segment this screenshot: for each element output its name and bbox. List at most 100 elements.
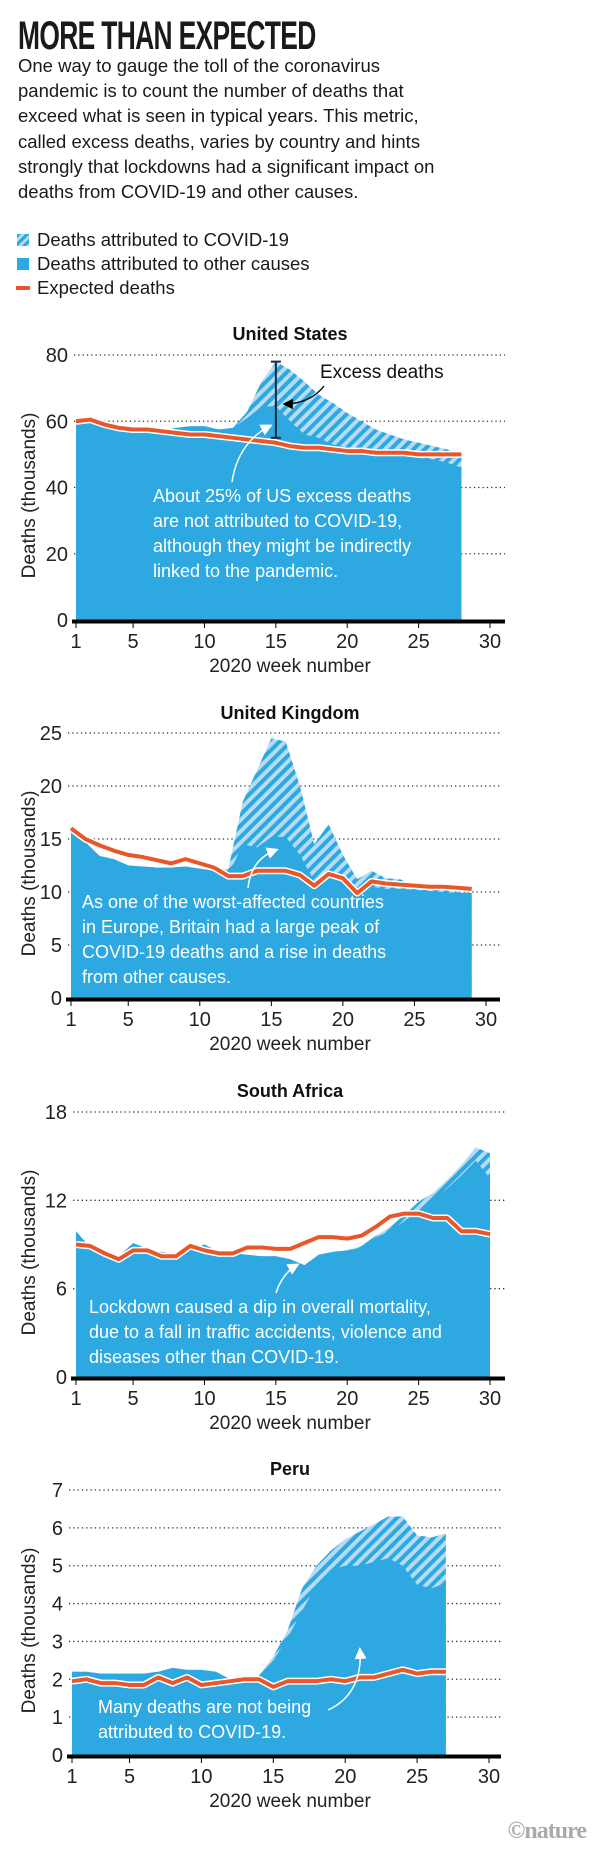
x-tick-label: 10 — [189, 1009, 211, 1031]
x-tick-label: 30 — [475, 1009, 497, 1031]
peru-annotation: Many deaths are not being attributed to … — [98, 1695, 311, 1745]
x-tick-label: 25 — [403, 1009, 425, 1031]
intro-line: deaths from COVID-19 and other causes. — [18, 181, 359, 203]
x-tick-label: 5 — [123, 1009, 134, 1031]
y-axis-title: Deaths (thousands) — [19, 791, 40, 957]
annotation-line: from other causes. — [82, 967, 232, 987]
annotation-line: in Europe, Britain had a large peak of — [82, 917, 380, 937]
other-causes-area — [76, 406, 462, 620]
x-tick-label: 15 — [265, 1388, 287, 1410]
x-tick-label: 10 — [190, 1766, 212, 1788]
x-axis-title: 2020 week number — [209, 1791, 371, 1812]
y-tick-label: 0 — [57, 610, 68, 632]
y-tick-label: 18 — [45, 1102, 67, 1124]
x-tick-label: 15 — [262, 1766, 284, 1788]
y-tick-label: 40 — [46, 478, 68, 500]
y-tick-label: 4 — [52, 1594, 63, 1616]
annotation-line: although they might be indirectly — [153, 536, 412, 556]
legend-label: Expected deaths — [37, 277, 175, 298]
legend-item-covid: Deaths attributed to COVID-19 — [17, 228, 310, 252]
x-tick-label: 10 — [193, 631, 215, 653]
y-tick-label: 0 — [56, 1367, 67, 1389]
x-axis-title: 2020 week number — [209, 656, 371, 677]
x-axis-title: 2020 week number — [209, 1413, 371, 1434]
nature-logo: ©nature — [507, 1818, 587, 1844]
arrow-icon — [247, 847, 279, 889]
arrow-icon — [275, 1263, 300, 1294]
expected-deaths-line — [75, 1211, 491, 1262]
annotation-line: About 25% of US excess deaths — [153, 486, 412, 506]
legend: Deaths attributed to COVID-19 Deaths att… — [16, 228, 310, 300]
y-tick-label: 0 — [52, 1745, 63, 1767]
x-tick-label: 1 — [70, 1388, 81, 1410]
y-tick-label: 15 — [40, 829, 62, 851]
x-tick-label: 1 — [70, 631, 81, 653]
x-tick-label: 25 — [407, 631, 429, 653]
other-causes-area — [72, 1558, 446, 1755]
page-title: MORE THAN EXPECTED — [18, 14, 316, 58]
x-tick-label: 5 — [128, 631, 139, 653]
arrow-icon — [327, 1647, 367, 1711]
y-tick-label: 20 — [46, 544, 68, 566]
y-axis-title: Deaths (thousands) — [19, 1170, 40, 1336]
chart-title: Peru — [270, 1459, 310, 1479]
x-tick-label: 30 — [479, 1388, 501, 1410]
x-tick-label: 10 — [193, 1388, 215, 1410]
intro-line: One way to gauge the toll of the coronav… — [18, 55, 380, 76]
us-annotation: About 25% of US excess deaths are not at… — [153, 484, 411, 584]
legend-label: Deaths attributed to other causes — [37, 253, 310, 274]
expected-deaths-line — [75, 417, 462, 457]
y-tick-label: 10 — [40, 882, 62, 904]
solid-swatch-icon — [17, 258, 29, 270]
x-tick-label: 20 — [336, 1388, 358, 1410]
y-tick-label: 80 — [46, 345, 68, 367]
x-tick-label: 20 — [336, 631, 358, 653]
annotation-line: are not attributed to COVID-19, — [153, 511, 403, 531]
hatch-swatch-icon — [17, 234, 29, 246]
annotation-line: Lockdown caused a dip in overall mortali… — [89, 1297, 431, 1317]
other-causes-area — [76, 1160, 490, 1377]
y-tick-label: 20 — [40, 776, 62, 798]
x-tick-label: 1 — [66, 1766, 77, 1788]
x-tick-label: 15 — [260, 1009, 282, 1031]
arrow-icon — [231, 424, 273, 483]
legend-item-other: Deaths attributed to other causes — [17, 252, 310, 276]
y-tick-label: 3 — [52, 1631, 63, 1653]
y-axis-title: Deaths (thousands) — [19, 413, 40, 579]
annotation-line: COVID-19 deaths and a rise in deaths — [82, 942, 387, 962]
intro-line: called excess deaths, varies by country … — [18, 130, 421, 152]
intro-line: exceed what is seen in typical years. Th… — [18, 105, 419, 127]
x-tick-label: 30 — [479, 631, 501, 653]
annotation-line: diseases other than COVID-19. — [89, 1347, 340, 1367]
annotation-line: As one of the worst-affected countries — [82, 892, 384, 912]
expected-deaths-line — [71, 1667, 446, 1689]
intro-line: pandemic is to count the number of death… — [18, 80, 404, 102]
x-tick-label: 20 — [332, 1009, 354, 1031]
intro-text: One way to gauge the toll of the coronav… — [18, 53, 598, 204]
y-tick-label: 6 — [56, 1279, 67, 1301]
intro-line: strongly that lockdowns had a significan… — [18, 155, 435, 177]
line-swatch-icon — [16, 286, 30, 290]
y-tick-label: 12 — [45, 1190, 67, 1212]
x-axis-title: 2020 week number — [209, 1034, 371, 1055]
y-tick-label: 25 — [40, 723, 62, 745]
chart-title: United States — [232, 324, 347, 344]
other-causes-area — [71, 831, 472, 998]
annotation-line: due to a fall in traffic accidents, viol… — [89, 1322, 442, 1342]
expected-deaths-line — [69, 826, 472, 896]
x-tick-label: 30 — [478, 1766, 500, 1788]
uk-annotation: As one of the worst-affected countries i… — [82, 890, 386, 990]
x-tick-label: 25 — [407, 1388, 429, 1410]
chart-title: United Kingdom — [221, 703, 360, 723]
y-tick-label: 5 — [52, 1556, 63, 1578]
x-tick-label: 15 — [265, 631, 287, 653]
annotation-line: attributed to COVID-19. — [98, 1722, 287, 1742]
x-tick-label: 5 — [128, 1388, 139, 1410]
sa-annotation: Lockdown caused a dip in overall mortali… — [89, 1295, 442, 1370]
y-axis-title: Deaths (thousands) — [19, 1548, 40, 1714]
arrow-icon — [282, 385, 325, 410]
chart-title: South Africa — [237, 1081, 344, 1101]
